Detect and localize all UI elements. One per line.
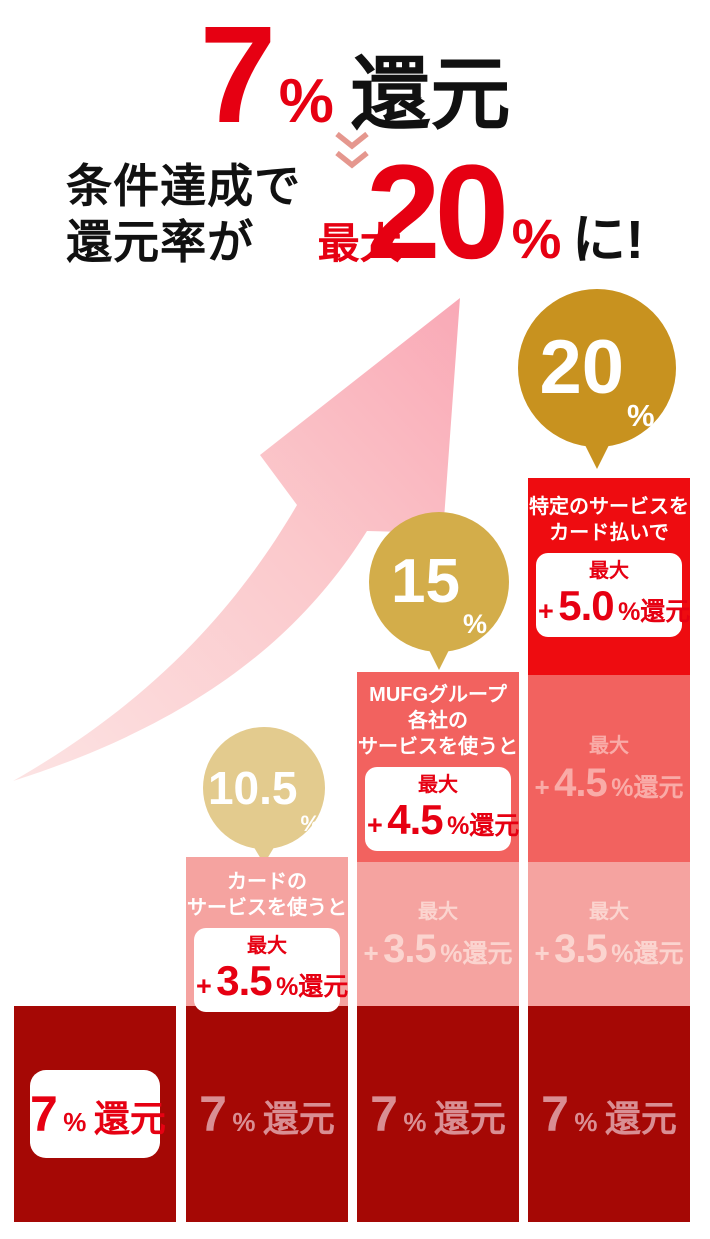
boost-4-5-row: + 4.5 %還元	[367, 796, 519, 843]
faded-3-5-value-bar4: 3.5	[554, 926, 608, 971]
bar4-base-label: 7 % 還元	[541, 1089, 677, 1139]
segment-base-7: 7 % 還元	[186, 1006, 348, 1222]
bar4-base-value: 7	[541, 1086, 569, 1142]
base-rate-title: 7 % 還元	[0, 6, 710, 144]
segment-mufg-services: MUFGグループ 各社の サービスを使うと 最大 + 4.5 %還元	[357, 672, 519, 862]
bar2-base-value: 7	[199, 1086, 227, 1142]
boost-4-5-value: 4.5	[387, 796, 443, 843]
balloon-10-5-value: 10.5	[207, 762, 298, 814]
faded-3-5-plus-bar4: +	[534, 937, 550, 968]
bar1-base-value: 7	[30, 1086, 58, 1142]
bar-mufg-services-15-percent: MUFGグループ 各社の サービスを使うと 最大 + 4.5 %還元 最大 + …	[357, 672, 519, 1222]
mufg-cond-line2: 各社の	[408, 710, 468, 732]
mufg-services-condition: MUFGグループ 各社の サービスを使うと	[358, 682, 518, 760]
bar3-base-value: 7	[370, 1086, 398, 1142]
balloon-15-value: 15	[391, 547, 460, 616]
faded-3-5-plus: +	[363, 937, 379, 968]
bar1-base-percent: %	[63, 1107, 87, 1137]
boost-3-5-badge: 最大 + 3.5 %還元	[194, 928, 348, 1012]
balloon-20-value: 20	[539, 325, 624, 410]
segment-boost-3-5-faded: 最大 + 3.5 %還元	[528, 862, 690, 1006]
bar1-base-suffix: 還元	[93, 1098, 166, 1139]
headline-percent: %	[511, 207, 562, 271]
mufg-cond-line1: MUFGグループ	[369, 684, 507, 706]
faded-3-5-row-bar4: + 3.5 %還元	[535, 929, 684, 969]
balloon-15-percent-sign: %	[462, 609, 487, 639]
card-services-condition: カードの サービスを使うと	[187, 869, 347, 921]
boost-5-0-plus: +	[538, 596, 554, 626]
faded-3-5-value: 3.5	[383, 926, 437, 971]
segment-boost-4-5-faded: 最大 + 4.5 %還元	[528, 675, 690, 862]
headline-max-value: 20	[366, 138, 509, 288]
boost-4-5-badge: 最大 + 4.5 %還元	[365, 767, 519, 851]
bar4-base-percent: %	[574, 1107, 598, 1137]
boost-4-5-plus: +	[367, 810, 383, 840]
balloon-20-percent-sign: %	[626, 398, 655, 433]
faded-3-5-row: + 3.5 %還元	[364, 929, 513, 969]
faded-4-5-value: 4.5	[554, 761, 608, 805]
headline: 条件達成で 還元率が 最大 20 % に!	[0, 138, 710, 288]
card-cond-line2: サービスを使うと	[187, 897, 347, 919]
specified-cond-line2: カード払いで	[549, 522, 669, 544]
base-rate-value: 7	[199, 0, 277, 152]
balloon-10-5-percent: 10.5 %	[203, 727, 325, 849]
faded-4-5-unit: %還元	[611, 774, 684, 802]
boost-5-0-value: 5.0	[558, 582, 614, 629]
boost-4-5-unit: %還元	[447, 812, 520, 840]
boost-3-5-unit: %還元	[276, 973, 349, 1001]
boost-3-5-plus: +	[196, 971, 212, 1001]
segment-base-7: 7 % 還元	[14, 1006, 176, 1222]
boost-3-5-value: 3.5	[216, 957, 272, 1004]
headline-line2: 還元率が	[66, 216, 255, 269]
base-rate-percent: %	[278, 67, 334, 136]
specified-services-condition: 特定のサービスを カード払いで	[529, 494, 689, 546]
balloon-15-percent: 15 %	[369, 512, 509, 652]
bar3-base-percent: %	[403, 1107, 427, 1137]
headline-condition-text: 条件達成で 還元率が	[66, 158, 301, 270]
faded-4-5-row: + 4.5 %還元	[535, 763, 684, 803]
segment-specified-services: 特定のサービスを カード払いで 最大 + 5.0 %還元	[528, 478, 690, 675]
mufg-cond-line3: サービスを使うと	[358, 736, 518, 758]
base-rate-badge: 7 % 還元	[30, 1070, 166, 1158]
bar-base-7-percent: 7 % 還元	[14, 1006, 176, 1222]
faded-3-5-max-bar4: 最大	[589, 900, 629, 923]
balloon-20-percent: 20 %	[518, 289, 676, 447]
balloon-10-5-percent-sign: %	[300, 811, 321, 836]
boost-3-5-row: + 3.5 %還元	[196, 957, 348, 1004]
bar2-base-suffix: 還元	[262, 1098, 335, 1139]
bar4-base-suffix: 還元	[604, 1098, 677, 1139]
boost-5-0-badge: 最大 + 5.0 %還元	[536, 553, 690, 637]
faded-3-5-max: 最大	[418, 900, 458, 923]
faded-4-5-plus: +	[534, 772, 550, 802]
faded-3-5-unit-bar4: %還元	[611, 939, 684, 968]
segment-base-7: 7 % 還元	[357, 1006, 519, 1222]
specified-cond-line1: 特定のサービスを	[529, 496, 689, 518]
boost-5-0-unit: %還元	[618, 598, 691, 626]
segment-base-7: 7 % 還元	[528, 1006, 690, 1222]
headline-max-label: 最大	[317, 220, 402, 268]
segment-boost-3-5-faded: 最大 + 3.5 %還元	[357, 862, 519, 1006]
bar3-base-label: 7 % 還元	[370, 1089, 506, 1139]
bar3-base-suffix: 還元	[433, 1098, 506, 1139]
bar-specified-services-20-percent: 特定のサービスを カード払いで 最大 + 5.0 %還元 最大 + 4.5 %還…	[528, 478, 690, 1222]
segment-card-services: カードの サービスを使うと 最大 + 3.5 %還元	[186, 857, 348, 1012]
headline-line1: 条件達成で	[66, 160, 302, 212]
faded-3-5-unit: %還元	[440, 939, 513, 968]
bar2-base-label: 7 % 還元	[199, 1089, 335, 1139]
chevron-down-icon	[335, 131, 369, 169]
headline-tail: に!	[571, 210, 644, 271]
base-rate-suffix: 還元	[350, 50, 511, 139]
growth-arrow-icon	[13, 298, 460, 781]
faded-4-5-max: 最大	[589, 735, 629, 757]
bar2-base-percent: %	[232, 1107, 256, 1137]
boost-5-0-max: 最大	[589, 560, 629, 582]
bar-card-services-10-5-percent: カードの サービスを使うと 最大 + 3.5 %還元 7 % 還元	[186, 857, 348, 1222]
boost-5-0-row: + 5.0 %還元	[538, 582, 690, 629]
boost-4-5-max: 最大	[418, 774, 458, 796]
card-cond-line1: カードの	[227, 871, 307, 893]
boost-3-5-max: 最大	[247, 935, 287, 957]
